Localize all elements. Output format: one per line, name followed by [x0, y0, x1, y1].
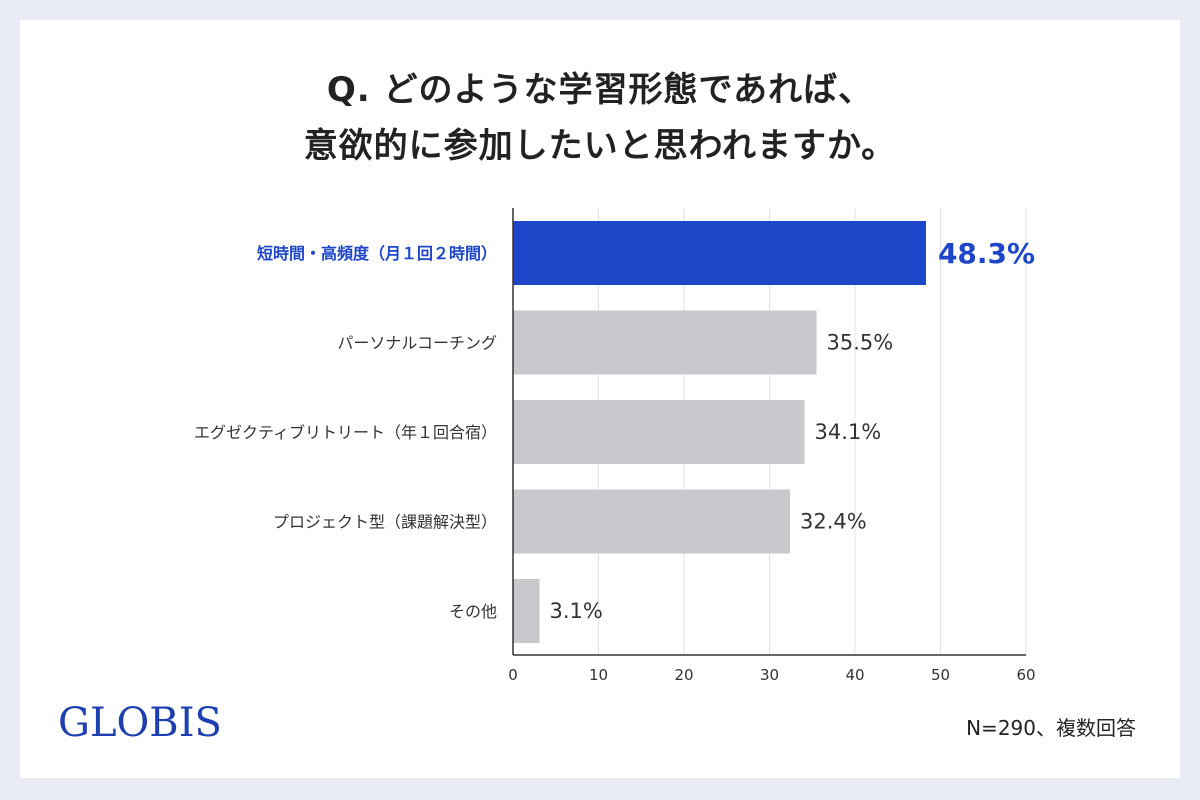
data-label: 35.5%: [827, 331, 894, 355]
x-tick-label: 50: [931, 666, 950, 684]
chart-title-line-2: 意欲的に参加したいと思われますか。: [303, 126, 897, 166]
bar: [513, 489, 791, 554]
category-label: パーソナルコーチング: [337, 334, 497, 353]
chart-card: [20, 20, 1180, 778]
x-tick-label: 30: [760, 666, 779, 684]
sample-note: N=290、複数回答: [966, 716, 1136, 740]
globis-logo: GLOBIS: [58, 700, 222, 746]
chart-title: Q. どのような学習形態であれば、 意欲的に参加したいと思われますか。: [0, 62, 1200, 174]
bar: [513, 310, 817, 375]
x-tick-label: 10: [589, 666, 608, 684]
x-tick-label: 0: [508, 666, 518, 684]
x-tick-label: 60: [1016, 666, 1035, 684]
data-label: 34.1%: [815, 420, 882, 444]
category-label: その他: [449, 602, 497, 621]
data-label: 3.1%: [550, 599, 603, 623]
data-label: 48.3%: [938, 237, 1035, 270]
category-label: プロジェクト型（課題解決型）: [273, 513, 497, 532]
x-tick-label: 20: [674, 666, 693, 684]
chart-title-line-1: Q. どのような学習形態であれば、: [326, 70, 874, 110]
data-label: 32.4%: [800, 510, 867, 534]
category-label: 短時間・高頻度（月１回２時間）: [257, 244, 497, 263]
bar: [513, 400, 805, 464]
bar: [513, 579, 540, 643]
category-label: エグゼクティブリトリート（年１回合宿）: [194, 423, 497, 442]
x-tick-label: 40: [845, 666, 864, 684]
bar: [513, 221, 926, 285]
